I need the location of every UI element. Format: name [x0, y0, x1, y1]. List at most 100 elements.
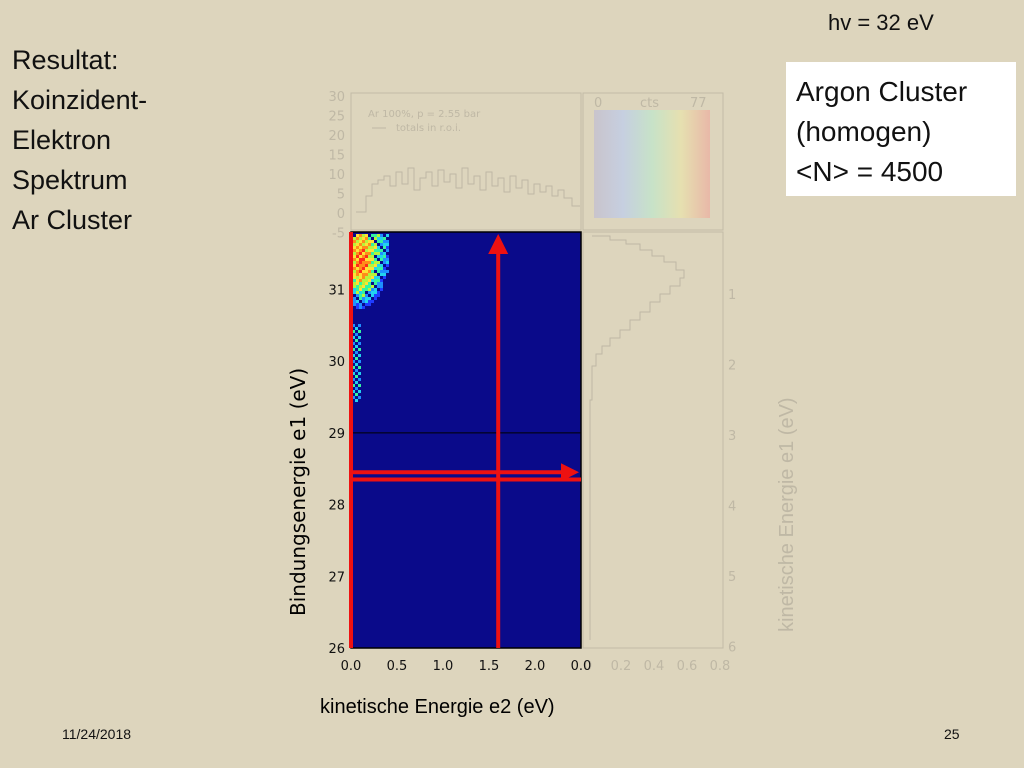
- heatmap-cell: [377, 249, 380, 252]
- heatmap-cell: [371, 300, 374, 303]
- heatmap-cell: [380, 288, 383, 291]
- color-scale-max: 77: [690, 96, 707, 111]
- info-line: (homogen): [796, 116, 932, 147]
- heatmap-cell: [362, 240, 365, 243]
- x-tick-label: 1.0: [433, 659, 454, 674]
- heatmap-cell: [371, 243, 374, 246]
- footer-page-number: 25: [944, 726, 960, 742]
- photon-energy-label: hv = 32 eV: [828, 10, 934, 35]
- side-y-tick-label: 2: [728, 359, 736, 374]
- heatmap-cell: [368, 252, 371, 255]
- heatmap-cell: [368, 258, 371, 261]
- heatmap-cell: [352, 336, 355, 339]
- heatmap-cell: [356, 276, 359, 279]
- heatmap-cell: [359, 306, 362, 309]
- heatmap-cell: [377, 291, 380, 294]
- heatmap-cell: [368, 276, 371, 279]
- side-x-tick-label: 0: [584, 659, 592, 674]
- side-y-tick-label: 3: [728, 429, 736, 444]
- heatmap-cell: [371, 288, 374, 291]
- heatmap-cell: [356, 288, 359, 291]
- side-projection-panel: 1 2 3 4 5 6 0 0.2 0.4 0.6 0.8 kinetische Energie …: [582, 231, 798, 674]
- heatmap-cell: [359, 258, 362, 261]
- heatmap-cell: [365, 240, 368, 243]
- heatmap-cell: [362, 300, 365, 303]
- heatmap-cell: [362, 264, 365, 267]
- title-line: Spektrum: [12, 165, 128, 195]
- heatmap-cell: [356, 240, 359, 243]
- heatmap-cell: [371, 255, 374, 258]
- heatmap-cell: [380, 255, 383, 258]
- heatmap-cell: [377, 261, 380, 264]
- heatmap-cell: [352, 378, 355, 381]
- main-heatmap: 26 27 28 29 30 31 0.0 0.5 1.0 1.5 2.0 0.0 Bindungs…: [286, 231, 591, 718]
- heatmap-cell: [353, 261, 356, 264]
- heatmap-cell: [352, 390, 355, 393]
- heatmap-cell: [353, 276, 356, 279]
- heatmap-cell: [356, 243, 359, 246]
- heatmap-cell: [362, 243, 365, 246]
- heatmap-cell: [358, 348, 361, 351]
- heatmap-cell: [365, 255, 368, 258]
- heatmap-cell: [368, 288, 371, 291]
- top-legend-line1: Ar 100%, p = 2.55 bar: [368, 109, 481, 120]
- heatmap-cell: [380, 264, 383, 267]
- heatmap-cell: [371, 240, 374, 243]
- heatmap-cell: [353, 258, 356, 261]
- heatmap-cell: [356, 270, 359, 273]
- heatmap-cell: [359, 240, 362, 243]
- top-y-tick-label: -5: [332, 227, 345, 242]
- heatmap-cell: [359, 288, 362, 291]
- heatmap-cell: [362, 294, 365, 297]
- heatmap-cell: [383, 276, 386, 279]
- heatmap-cell: [362, 249, 365, 252]
- heatmap-cell: [358, 330, 361, 333]
- heatmap-cell: [356, 300, 359, 303]
- heatmap-cell: [362, 288, 365, 291]
- heatmap-cell: [374, 291, 377, 294]
- heatmap-cell: [362, 246, 365, 249]
- heatmap-cell: [353, 264, 356, 267]
- heatmap-cell: [371, 285, 374, 288]
- heatmap-cell: [353, 249, 356, 252]
- heatmap-cell: [353, 267, 356, 270]
- heatmap-cell: [355, 369, 358, 372]
- heatmap-cell: [368, 255, 371, 258]
- top-y-tick-label: 5: [337, 188, 345, 203]
- heatmap-cell: [353, 273, 356, 276]
- color-scale-unit: cts: [640, 96, 659, 111]
- heatmap-cell: [359, 246, 362, 249]
- heatmap-cell: [377, 237, 380, 240]
- side-x-tick-label: 0.8: [710, 659, 731, 674]
- heatmap-cell: [368, 285, 371, 288]
- heatmap-cells: [352, 234, 389, 402]
- heatmap-cell: [356, 267, 359, 270]
- y-tick-label: 30: [328, 355, 345, 370]
- heatmap-cell: [386, 258, 389, 261]
- heatmap-cell: [358, 378, 361, 381]
- heatmap-cell: [371, 258, 374, 261]
- top-projection-y-ticks: 30 25 20 15 10 5 0 -5: [328, 90, 345, 242]
- heatmap-cell: [359, 264, 362, 267]
- heatmap-cell: [377, 252, 380, 255]
- heatmap-cell: [359, 282, 362, 285]
- heatmap-cell: [380, 234, 383, 237]
- heatmap-cell: [380, 282, 383, 285]
- heatmap-cell: [371, 294, 374, 297]
- heatmap-cell: [368, 291, 371, 294]
- heatmap-cell: [359, 249, 362, 252]
- heatmap-cell: [377, 270, 380, 273]
- heatmap-cell: [362, 237, 365, 240]
- heatmap-cell: [365, 237, 368, 240]
- heatmap-cell: [365, 261, 368, 264]
- heatmap-cell: [353, 282, 356, 285]
- y-tick-label: 27: [328, 570, 345, 585]
- vertical-arrow-head: [488, 234, 509, 254]
- heatmap-cell: [371, 273, 374, 276]
- heatmap-cell: [368, 300, 371, 303]
- heatmap-cell: [371, 246, 374, 249]
- slide-title: Resultat: Koinzident- Elektron Spektrum …: [12, 40, 147, 240]
- heatmap-cell: [356, 291, 359, 294]
- heatmap-cell: [355, 339, 358, 342]
- heatmap-cell: [356, 279, 359, 282]
